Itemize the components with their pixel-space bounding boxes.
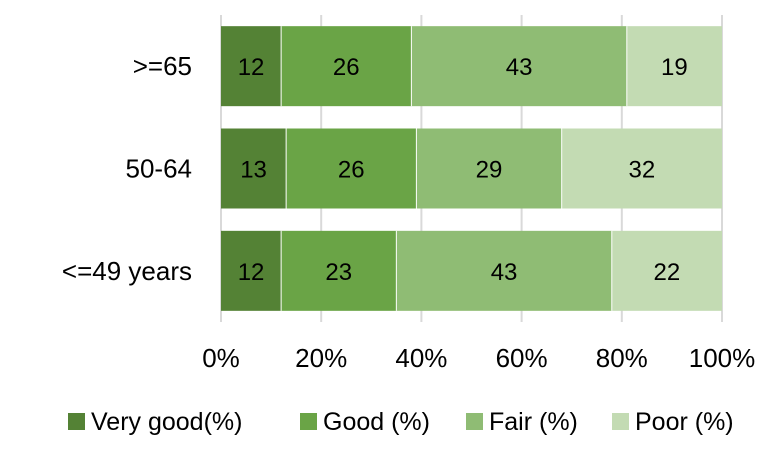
x-tick-label: 80% xyxy=(596,343,648,373)
data-label: 22 xyxy=(654,259,681,286)
bar-segment xyxy=(221,230,282,311)
category-label: 50-64 xyxy=(126,154,193,184)
bar-segment xyxy=(281,26,412,107)
legend-swatch xyxy=(466,413,483,430)
bar-segment xyxy=(281,230,397,311)
bar-segment xyxy=(611,230,722,311)
x-tick-label: 20% xyxy=(295,343,347,373)
x-tick-label: 40% xyxy=(395,343,447,373)
data-label: 13 xyxy=(240,157,267,184)
category-label: >=65 xyxy=(133,51,192,81)
legend-swatch xyxy=(612,413,629,430)
legend-label: Good (%) xyxy=(323,408,430,436)
data-label: 23 xyxy=(325,259,352,286)
data-label: 29 xyxy=(476,157,503,184)
bar-segment xyxy=(286,128,417,209)
bar-segment xyxy=(396,230,612,311)
bar-segment xyxy=(411,26,627,107)
bar-segment xyxy=(626,26,722,107)
legend-swatch xyxy=(300,413,317,430)
category-label: <=49 years xyxy=(62,256,192,286)
data-label: 32 xyxy=(628,157,655,184)
data-label: 19 xyxy=(661,54,688,81)
data-label: 43 xyxy=(506,54,533,81)
bar-segment xyxy=(416,128,562,209)
bar-segment xyxy=(221,128,287,209)
x-tick-label: 60% xyxy=(496,343,548,373)
data-label: 43 xyxy=(491,259,518,286)
legend-label: Fair (%) xyxy=(489,408,578,436)
legend-swatch xyxy=(68,413,85,430)
bar-segment xyxy=(561,128,722,209)
data-label: 12 xyxy=(238,54,265,81)
legend-label: Very good(%) xyxy=(91,408,242,436)
data-label: 26 xyxy=(338,157,365,184)
data-label: 12 xyxy=(238,259,265,286)
bar-segment xyxy=(221,26,282,107)
x-tick-label: 100% xyxy=(689,343,756,373)
legend-label: Poor (%) xyxy=(635,408,734,436)
x-tick-label: 0% xyxy=(202,343,240,373)
data-label: 26 xyxy=(333,54,360,81)
